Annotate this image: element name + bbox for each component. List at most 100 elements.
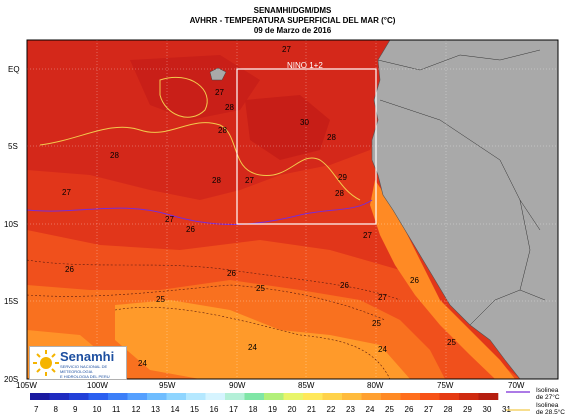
contour-label: 28 xyxy=(327,133,336,142)
lon-label-95w: 95W xyxy=(159,381,176,390)
hot-patch-1 xyxy=(130,55,260,120)
colorbar-tick-label: 11 xyxy=(112,405,121,414)
colorbar-tick-label: 13 xyxy=(151,405,160,414)
legend-iso27-line1: Isolinea xyxy=(536,387,559,394)
contour-label: 27 xyxy=(62,188,71,197)
colorbar-swatch xyxy=(381,393,401,400)
hot-patch-2 xyxy=(245,95,330,160)
lon-label-105w: 105W xyxy=(16,381,37,390)
isoline-27 xyxy=(27,199,373,225)
contour-label: 26 xyxy=(65,265,74,274)
colorbar-tick-label: 23 xyxy=(346,405,355,414)
lat-label-10s: 10S xyxy=(4,220,18,229)
border-peru-chile xyxy=(469,289,546,326)
contour-label: 25 xyxy=(156,295,165,304)
south-america-land xyxy=(371,40,558,379)
nino12-label: NINO 1+2 xyxy=(287,61,323,70)
colorbar-tick-label: 24 xyxy=(366,405,375,414)
colorbar-swatch xyxy=(127,393,148,400)
contour-label: 27 xyxy=(215,88,224,97)
border-colombia-ecuador xyxy=(377,49,541,71)
colorbar-tick-label: 27 xyxy=(424,405,433,414)
lat-label-15s: 15S xyxy=(4,297,18,306)
title-product: AVHRR - TEMPERATURA SUPERFICIAL DEL MAR … xyxy=(189,16,396,25)
colorbar-tick-label: 19 xyxy=(268,405,277,414)
colorbar-tick-label: 22 xyxy=(327,405,336,414)
map-frame xyxy=(26,39,559,380)
contour-label: 30 xyxy=(300,118,309,127)
colorbar: 7 8 9 10 11 12 13 14 15 16 17 18 19 20 21 22 23 24 25 26 27 2… xyxy=(30,393,511,414)
colorbar-swatch xyxy=(303,393,323,400)
colorbar-tick-label: 30 xyxy=(483,405,492,414)
title-agency: SENAMHI/DGM/DMS xyxy=(253,6,332,15)
contour-label: 27 xyxy=(245,176,254,185)
contour-25 xyxy=(27,284,386,321)
colorbar-swatch xyxy=(49,393,70,400)
colorbar-swatch xyxy=(322,393,343,400)
contour-label: 26 xyxy=(410,276,419,285)
contour-label: 28 xyxy=(335,189,344,198)
colorbar-tick-label: 25 xyxy=(385,405,394,414)
sst-field xyxy=(27,40,558,379)
contour-label: 29 xyxy=(338,173,347,182)
lon-label-90w: 90W xyxy=(229,381,246,390)
colorbar-tick-label: 20 xyxy=(288,405,297,414)
colorbar-swatch xyxy=(186,393,206,400)
colorbar-tick-label: 16 xyxy=(210,405,219,414)
colorbar-swatch xyxy=(147,393,167,400)
lon-label-80w: 80W xyxy=(367,381,384,390)
border-peru-bolivia xyxy=(519,199,531,291)
senamhi-logo: Senamhi SERVICIO NACIONAL DE METEOROLOGI… xyxy=(29,346,127,380)
colorbar-swatch xyxy=(69,393,89,400)
lon-label-100w: 100W xyxy=(87,381,108,390)
galapagos-islands xyxy=(209,67,227,81)
contour-label: 24 xyxy=(378,345,387,354)
contour-label: 28 xyxy=(212,176,221,185)
colorbar-tick-label: 29 xyxy=(463,405,472,414)
colorbar-tick-label: 18 xyxy=(249,405,258,414)
legend-iso285: Isolinea de 28.5°C xyxy=(536,402,565,416)
contour-label: 28 xyxy=(110,151,119,160)
logo-subtitle-line1: SERVICIO NACIONAL DE METEOROLOGIA xyxy=(60,364,108,374)
colorbar-swatch xyxy=(88,393,109,400)
logo-name: Senamhi xyxy=(60,349,115,364)
colorbar-tick-label: 28 xyxy=(444,405,453,414)
colorbar-swatch xyxy=(420,393,440,400)
colorbar-tick-label: 10 xyxy=(93,405,102,414)
colorbar-tick-label: 21 xyxy=(307,405,316,414)
colorbar-tick-label: 17 xyxy=(229,405,238,414)
colorbar-swatch xyxy=(225,393,245,400)
lon-label-70w: 70W xyxy=(508,381,525,390)
contour-24 xyxy=(114,307,391,379)
lon-label-85w: 85W xyxy=(298,381,315,390)
warm-core-north xyxy=(27,40,400,200)
lat-label-eq: EQ xyxy=(8,65,20,74)
contour-label: 25 xyxy=(372,319,381,328)
colorbar-swatch xyxy=(264,393,284,400)
contour-label: 25 xyxy=(256,284,265,293)
contour-label: 25 xyxy=(447,338,456,347)
colorbar-swatch xyxy=(205,393,226,400)
colorbar-tick-label: 15 xyxy=(190,405,199,414)
colorbar-tick-label: 8 xyxy=(54,405,59,414)
colorbar-tick-label: 12 xyxy=(132,405,141,414)
colorbar-swatch xyxy=(166,393,187,400)
contour-label: 27 xyxy=(378,293,387,302)
logo-subtitle-line2: E HIDROLOGIA DEL PERU xyxy=(60,374,110,379)
colorbar-swatch xyxy=(283,393,304,400)
contour-label: 26 xyxy=(340,281,349,290)
contour-label: 26 xyxy=(186,225,195,234)
colorbar-swatch xyxy=(439,393,460,400)
legend-iso27: Isolinea de 27°C xyxy=(536,387,560,401)
lon-label-75w: 75W xyxy=(437,381,454,390)
colorbar-tick-label: 14 xyxy=(171,405,180,414)
colorbar-swatch xyxy=(361,393,382,400)
colorbar-swatch xyxy=(478,393,499,400)
contour-label: 24 xyxy=(138,359,147,368)
colorbar-tick-label: 9 xyxy=(73,405,78,414)
title-date: 09 de Marzo de 2016 xyxy=(253,26,332,35)
contour-label: 27 xyxy=(363,231,372,240)
legend-iso285-line2: de 28.5°C xyxy=(536,409,565,416)
legend-iso285-line1: Isolinea xyxy=(536,402,559,409)
isoline-28-5-loop xyxy=(159,76,208,118)
